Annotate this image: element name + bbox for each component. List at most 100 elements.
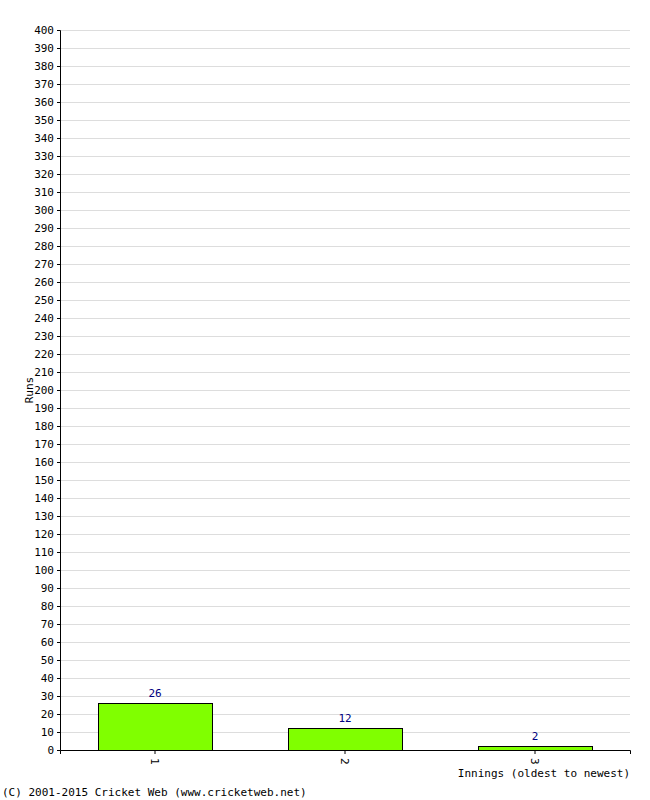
y-tick-mark — [57, 246, 60, 247]
plot: 2612201020304050607080901001101201301401… — [34, 24, 630, 765]
y-tick-label: 310 — [34, 186, 54, 199]
y-tick-label: 230 — [34, 330, 54, 343]
y-tick-mark — [57, 408, 60, 409]
y-tick-label: 130 — [34, 510, 54, 523]
y-tick-mark — [57, 66, 60, 67]
grid-line — [60, 192, 630, 193]
y-tick-mark — [57, 624, 60, 625]
y-tick: 210 — [34, 366, 60, 379]
y-tick-mark — [57, 282, 60, 283]
y-tick-label: 100 — [34, 564, 54, 577]
grid-line — [60, 210, 630, 211]
grid-line — [60, 480, 630, 481]
y-tick-mark — [57, 30, 60, 31]
y-tick: 170 — [34, 438, 60, 451]
y-tick: 290 — [34, 222, 60, 235]
y-tick-mark — [57, 732, 60, 733]
y-tick-mark — [57, 390, 60, 391]
grid-line — [60, 408, 630, 409]
y-tick: 160 — [34, 456, 60, 469]
y-tick-mark — [57, 714, 60, 715]
y-tick-mark — [57, 696, 60, 697]
grid-line — [60, 48, 630, 49]
y-tick-label: 20 — [41, 708, 54, 721]
y-tick: 230 — [34, 330, 60, 343]
y-tick-mark — [57, 354, 60, 355]
y-tick-label: 210 — [34, 366, 54, 379]
y-tick-label: 200 — [34, 384, 54, 397]
y-tick-label: 290 — [34, 222, 54, 235]
y-tick-label: 50 — [41, 654, 54, 667]
y-tick-label: 70 — [41, 618, 54, 631]
grid-line — [60, 696, 630, 697]
annotation: (C) 2001-2015 Cricket Web (www.cricketwe… — [2, 786, 307, 799]
bars — [98, 703, 592, 750]
y-tick-label: 90 — [41, 582, 54, 595]
grid-line — [60, 282, 630, 283]
grid-line — [60, 426, 630, 427]
grid-line — [60, 516, 630, 517]
y-tick: 130 — [34, 510, 60, 523]
y-tick: 180 — [34, 420, 60, 433]
y-tick-mark — [57, 372, 60, 373]
y-tick-label: 180 — [34, 420, 54, 433]
y-axis-title: Runs — [23, 377, 36, 404]
grid-line — [60, 300, 630, 301]
y-tick-mark — [57, 426, 60, 427]
y-tick-mark — [57, 228, 60, 229]
y-tick: 200 — [34, 384, 60, 397]
grid-line — [60, 354, 630, 355]
y-tick: 30 — [41, 690, 60, 703]
y-tick: 250 — [34, 294, 60, 307]
y-tick-mark — [57, 750, 60, 751]
grid-line — [60, 174, 630, 175]
grid-line — [60, 606, 630, 607]
data-label: 2 — [532, 730, 539, 743]
x-axis: 123 — [61, 750, 631, 765]
y-tick-mark — [57, 102, 60, 103]
y-tick-label: 280 — [34, 240, 54, 253]
y-tick-mark — [57, 498, 60, 499]
y-tick: 330 — [34, 150, 60, 163]
y-tick-label: 250 — [34, 294, 54, 307]
x-tick-label: 3 — [528, 758, 541, 765]
y-tick-mark — [57, 444, 60, 445]
y-tick-label: 370 — [34, 78, 54, 91]
y-tick-label: 60 — [41, 636, 54, 649]
grid-line — [60, 660, 630, 661]
y-tick-mark — [57, 192, 60, 193]
y-tick-mark — [57, 210, 60, 211]
x-axis-title: Innings (oldest to newest) — [458, 767, 630, 780]
grid-line — [60, 246, 630, 247]
chart: 2612201020304050607080901001101201301401… — [0, 0, 650, 800]
y-tick-mark — [57, 552, 60, 553]
y-tick-mark — [57, 642, 60, 643]
x-tick-mark — [535, 750, 536, 754]
y-tick: 270 — [34, 258, 60, 271]
y-tick: 400 — [34, 24, 60, 37]
y-tick: 340 — [34, 132, 60, 145]
y-tick: 80 — [41, 600, 60, 613]
y-tick-mark — [57, 534, 60, 535]
y-tick: 110 — [34, 546, 60, 559]
y-tick: 150 — [34, 474, 60, 487]
bar — [478, 746, 592, 750]
y-tick: 100 — [34, 564, 60, 577]
y-tick-label: 110 — [34, 546, 54, 559]
y-tick: 40 — [41, 672, 60, 685]
y-tick-label: 240 — [34, 312, 54, 325]
y-tick-label: 40 — [41, 672, 54, 685]
y-tick-mark — [57, 480, 60, 481]
y-tick-label: 30 — [41, 690, 54, 703]
x-tick-mark — [155, 750, 156, 754]
y-tick-mark — [57, 678, 60, 679]
bar — [98, 703, 212, 750]
y-tick-mark — [57, 174, 60, 175]
grid-line — [60, 588, 630, 589]
grid-line — [60, 498, 630, 499]
grid-line — [60, 462, 630, 463]
y-tick-label: 150 — [34, 474, 54, 487]
data-label: 12 — [338, 712, 351, 725]
y-tick-label: 270 — [34, 258, 54, 271]
y-tick: 350 — [34, 114, 60, 127]
